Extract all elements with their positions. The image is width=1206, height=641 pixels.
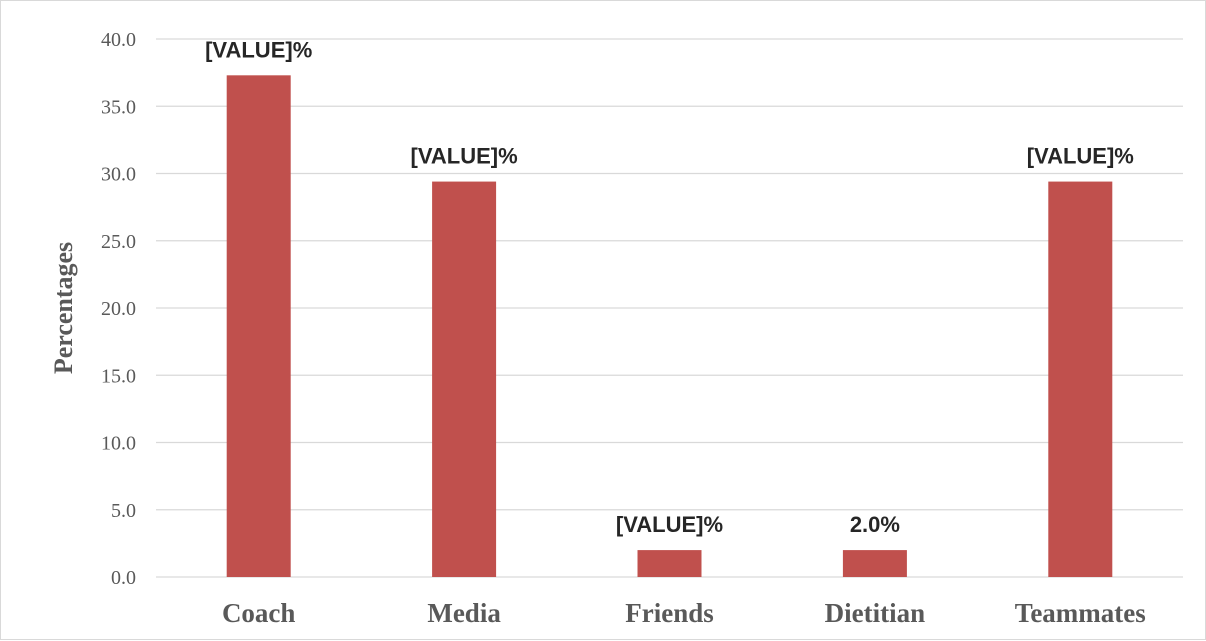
- data-label: [VALUE]%: [1027, 144, 1134, 169]
- y-tick-label: 10.0: [101, 433, 136, 455]
- bar-dietitian: [842, 550, 907, 577]
- y-tick-label: 20.0: [101, 298, 136, 320]
- y-tick-label: 25.0: [101, 231, 136, 253]
- y-axis-tick-labels: 0.0 5.0 10.0 15.0 20.0 25.0 30.0 35.0 40.0: [101, 29, 136, 589]
- data-label: 2.0%: [850, 512, 900, 537]
- x-category-label: Coach: [222, 598, 296, 628]
- y-tick-label: 30.0: [101, 164, 136, 186]
- x-axis-category-labels: Coach Media Friends Dietitian Teammates: [222, 598, 1146, 628]
- data-labels: [VALUE]% [VALUE]% [VALUE]% 2.0% [VALUE]%: [205, 37, 1134, 537]
- x-category-label: Media: [427, 598, 501, 628]
- y-axis-title: Percentages: [49, 242, 78, 374]
- bar-coach: [226, 75, 291, 577]
- x-category-label: Dietitian: [825, 598, 926, 628]
- data-label: [VALUE]%: [616, 512, 723, 537]
- bar-teammates: [1048, 181, 1113, 577]
- y-tick-label: 15.0: [101, 365, 136, 387]
- y-tick-label: 35.0: [101, 96, 136, 118]
- y-tick-label: 40.0: [101, 29, 136, 51]
- bar-friends: [637, 550, 702, 577]
- bars: [226, 75, 1113, 577]
- data-label: [VALUE]%: [411, 144, 518, 169]
- x-category-label: Friends: [625, 598, 714, 628]
- y-tick-label: 5.0: [111, 500, 136, 522]
- x-category-label: Teammates: [1015, 598, 1146, 628]
- bar-media: [432, 181, 497, 577]
- data-label: [VALUE]%: [205, 37, 312, 62]
- y-tick-label: 0.0: [111, 567, 136, 589]
- gridlines: [156, 38, 1183, 578]
